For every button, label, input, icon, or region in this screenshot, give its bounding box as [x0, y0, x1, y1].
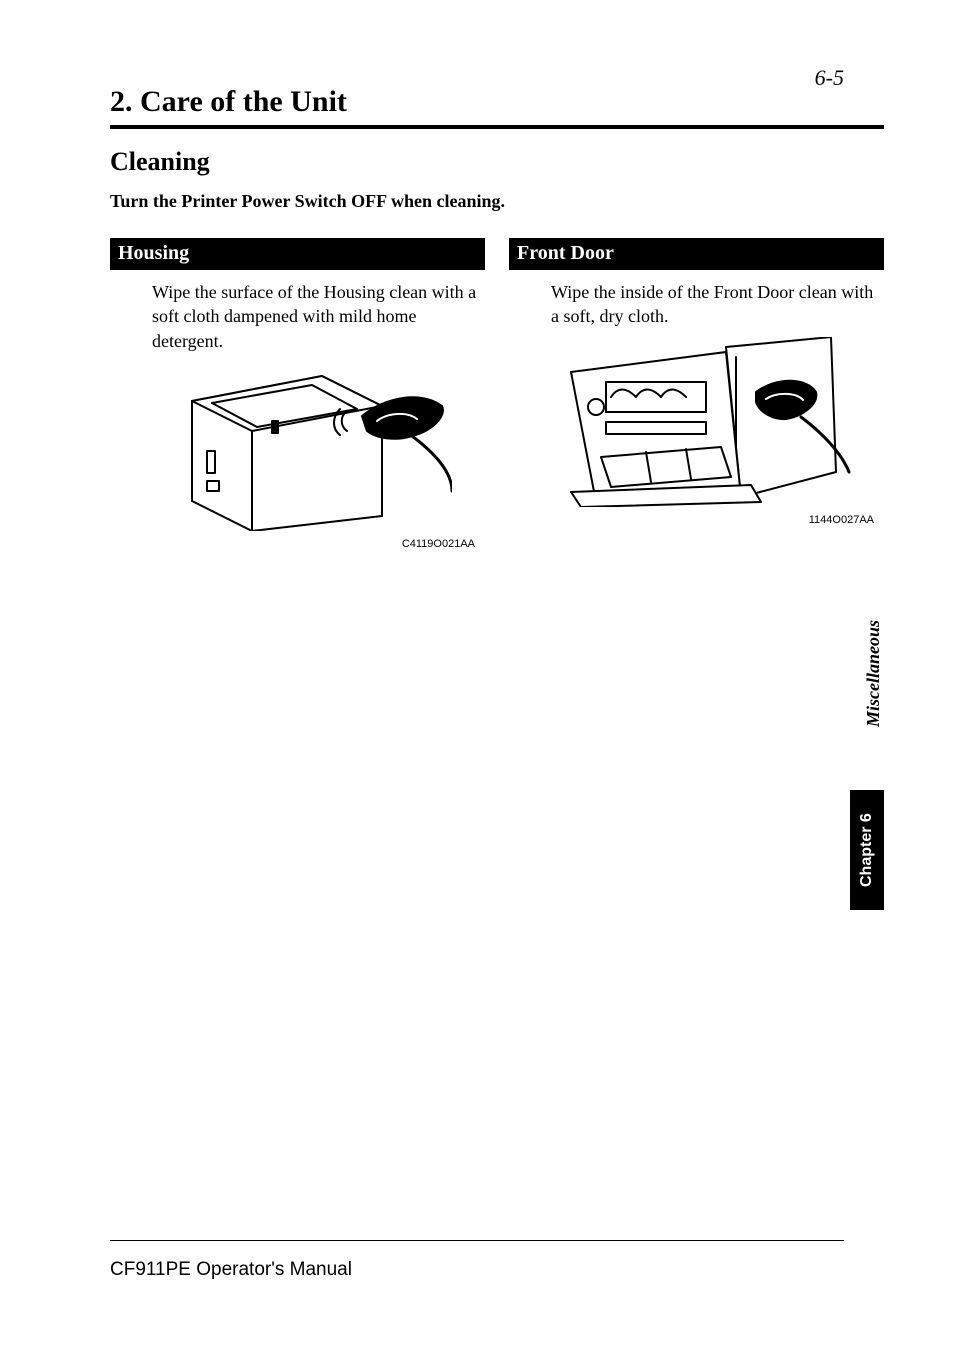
front-door-figure-code: 1144O027AA	[509, 514, 884, 526]
housing-heading: Housing	[110, 238, 485, 270]
chapter-tab: Chapter 6	[850, 790, 884, 910]
margin-section-label: Miscellaneous	[863, 620, 884, 727]
warning-note: Turn the Printer Power Switch OFF when c…	[110, 191, 884, 212]
housing-figure-code: C4119O021AA	[110, 538, 485, 550]
subsection-title: Cleaning	[110, 147, 884, 177]
section-title: 2. Care of the Unit	[110, 85, 884, 119]
front-door-heading: Front Door	[509, 238, 884, 270]
page-number: 6-5	[815, 65, 844, 91]
front-door-figure	[509, 337, 884, 512]
manual-page: 6-5 2. Care of the Unit Cleaning Turn th…	[0, 0, 954, 1351]
left-column: Housing Wipe the surface of the Housing …	[110, 238, 485, 550]
right-column: Front Door Wipe the inside of the Front …	[509, 238, 884, 550]
footer-manual-title: CF911PE Operator's Manual	[110, 1259, 352, 1281]
printer-front-door-illustration	[551, 337, 851, 507]
footer-rule	[110, 1240, 844, 1241]
two-column-layout: Housing Wipe the surface of the Housing …	[110, 238, 884, 550]
front-door-text: Wipe the inside of the Front Door clean …	[509, 280, 884, 329]
printer-housing-illustration	[152, 361, 452, 531]
title-rule	[110, 125, 884, 129]
housing-text: Wipe the surface of the Housing clean wi…	[110, 280, 485, 353]
housing-figure	[110, 361, 485, 536]
